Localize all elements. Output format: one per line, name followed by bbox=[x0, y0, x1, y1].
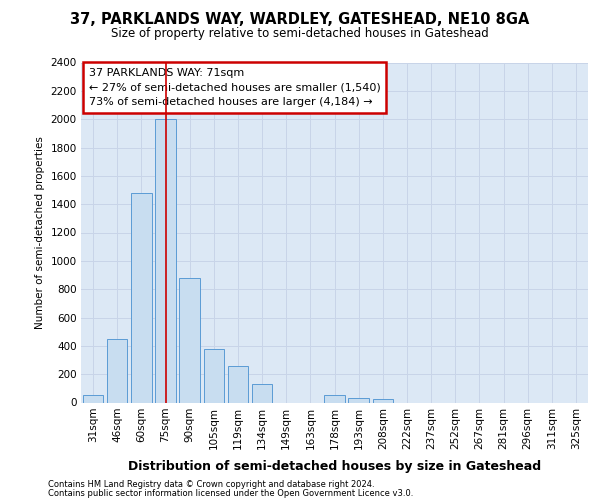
Bar bbox=[131, 193, 152, 402]
Text: Size of property relative to semi-detached houses in Gateshead: Size of property relative to semi-detach… bbox=[111, 28, 489, 40]
Bar bbox=[83, 396, 103, 402]
Text: Contains public sector information licensed under the Open Government Licence v3: Contains public sector information licen… bbox=[48, 488, 413, 498]
Bar bbox=[203, 350, 224, 403]
Bar bbox=[349, 398, 369, 402]
Bar bbox=[324, 394, 345, 402]
Bar bbox=[179, 278, 200, 402]
Text: 37 PARKLANDS WAY: 71sqm
← 27% of semi-detached houses are smaller (1,540)
73% of: 37 PARKLANDS WAY: 71sqm ← 27% of semi-de… bbox=[89, 68, 380, 107]
Bar bbox=[155, 119, 176, 403]
Bar bbox=[107, 339, 127, 402]
Y-axis label: Number of semi-detached properties: Number of semi-detached properties bbox=[35, 136, 45, 329]
Bar bbox=[252, 384, 272, 402]
Bar bbox=[227, 366, 248, 402]
Text: Contains HM Land Registry data © Crown copyright and database right 2024.: Contains HM Land Registry data © Crown c… bbox=[48, 480, 374, 489]
Text: 37, PARKLANDS WAY, WARDLEY, GATESHEAD, NE10 8GA: 37, PARKLANDS WAY, WARDLEY, GATESHEAD, N… bbox=[70, 12, 530, 28]
X-axis label: Distribution of semi-detached houses by size in Gateshead: Distribution of semi-detached houses by … bbox=[128, 460, 541, 473]
Bar bbox=[373, 399, 393, 402]
